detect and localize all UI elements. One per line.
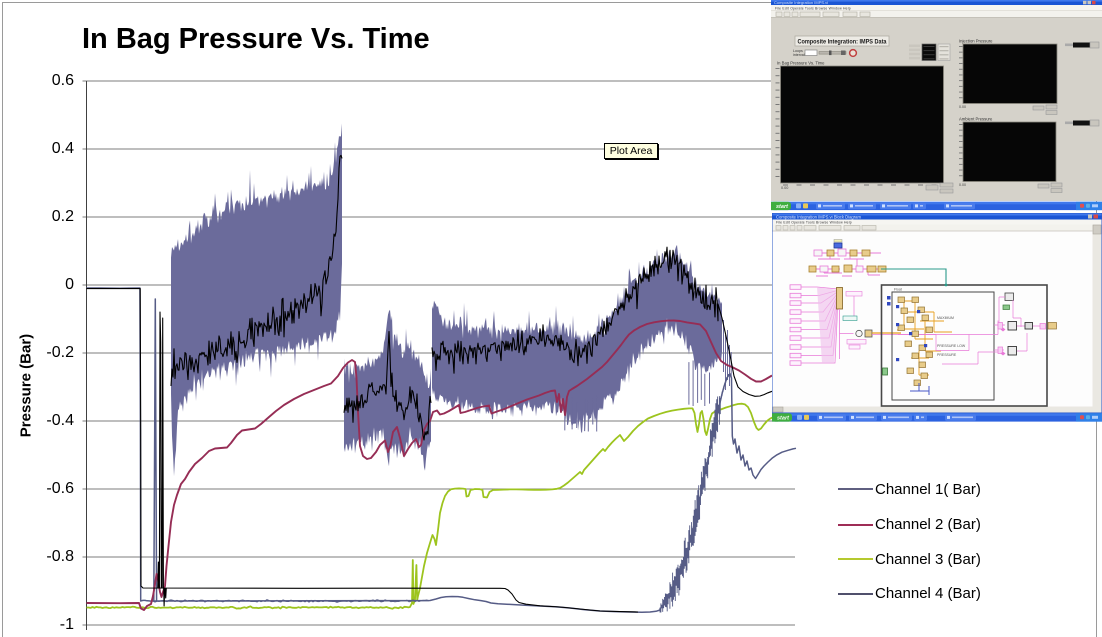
svg-text:start: start [777,416,790,422]
svg-text:PRESSURE LOW: PRESSURE LOW [937,344,966,348]
svg-text:Injection Pressure: Injection Pressure [959,39,993,44]
svg-text:In Bag Pressure Vs. Time: In Bag Pressure Vs. Time [777,61,825,66]
svg-text:start: start [776,204,789,210]
svg-text:Loops: Loops [793,49,803,53]
svg-text:Composite Integration IMPS.vi: Composite Integration IMPS.vi [774,0,828,5]
svg-text:0.00: 0.00 [959,183,966,187]
svg-text:File Edit Operate Tools Browse: File Edit Operate Tools Browse Window He… [776,220,852,224]
svg-text:0.00: 0.00 [959,105,966,109]
svg-text:File Edit Operate Tools Browse: File Edit Operate Tools Browse Window He… [775,6,851,10]
svg-text:Composite Integration IMPS.vi: Composite Integration IMPS.vi Block Diag… [776,215,861,220]
svg-text:0.00: 0.00 [781,186,788,190]
svg-text:PRESSURE: PRESSURE [937,353,957,357]
svg-text:Composite Integration: IMPS Da: Composite Integration: IMPS Data [798,39,887,46]
svg-text:MAXIMUM: MAXIMUM [937,316,954,320]
svg-text:Float: Float [894,288,902,292]
svg-text:Ambient Pressure: Ambient Pressure [959,117,993,122]
svg-text:interval: interval [793,53,805,57]
